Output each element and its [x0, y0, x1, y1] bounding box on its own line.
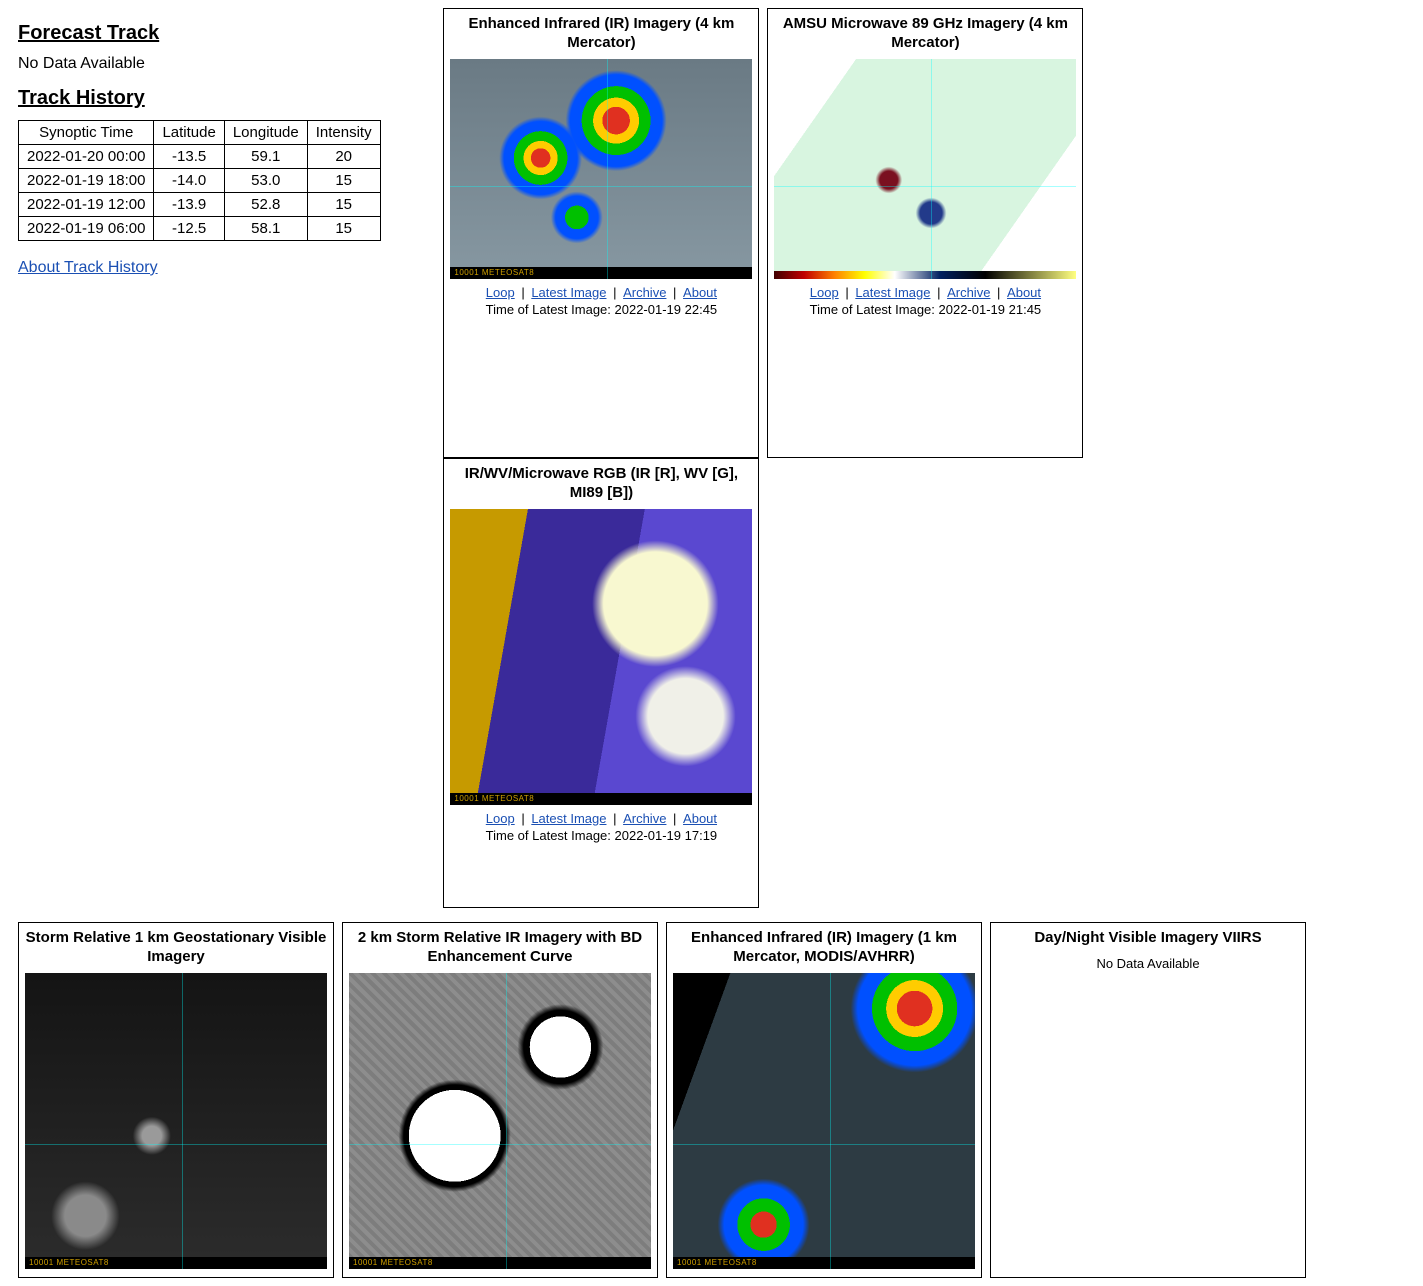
- about-track-history-link[interactable]: About Track History: [18, 259, 158, 277]
- forecast-track-nodata: No Data Available: [18, 55, 443, 73]
- archive-link[interactable]: Archive: [947, 285, 990, 300]
- imagery-row-1: Enhanced Infrared (IR) Imagery (4 km Mer…: [443, 8, 1405, 908]
- panel-links: Loop | Latest Image | Archive | About: [450, 811, 752, 826]
- table-cell: -12.5: [154, 217, 224, 241]
- panel-links: Loop | Latest Image | Archive | About: [450, 285, 752, 300]
- table-cell: -14.0: [154, 169, 224, 193]
- latest-image-link[interactable]: Latest Image: [531, 285, 606, 300]
- imagery-panel: Day/Night Visible Imagery VIIRS No Data A…: [990, 922, 1306, 1278]
- panel-title: IR/WV/Microwave RGB (IR [R], WV [G], MI8…: [450, 465, 752, 503]
- table-cell: 20: [307, 145, 380, 169]
- imagery-panel: AMSU Microwave 89 GHz Imagery (4 km Merc…: [767, 8, 1083, 458]
- satellite-image[interactable]: 10001 METEOSAT8: [450, 59, 752, 279]
- satellite-image[interactable]: 10001 METEOSAT8: [673, 973, 975, 1269]
- panel-latest-time: Time of Latest Image: 2022-01-19 22:45: [450, 302, 752, 317]
- panel-title: AMSU Microwave 89 GHz Imagery (4 km Merc…: [774, 15, 1076, 53]
- table-cell: 15: [307, 169, 380, 193]
- track-col-header: Intensity: [307, 121, 380, 145]
- latest-image-link[interactable]: Latest Image: [531, 811, 606, 826]
- table-cell: 58.1: [224, 217, 307, 241]
- table-cell: 2022-01-19 06:00: [19, 217, 154, 241]
- about-link[interactable]: About: [683, 811, 717, 826]
- track-history-table: Synoptic TimeLatitudeLongitudeIntensity …: [18, 120, 381, 241]
- table-cell: -13.5: [154, 145, 224, 169]
- panel-title: Day/Night Visible Imagery VIIRS: [997, 929, 1299, 948]
- track-col-header: Synoptic Time: [19, 121, 154, 145]
- track-col-header: Longitude: [224, 121, 307, 145]
- table-cell: 52.8: [224, 193, 307, 217]
- panel-title: 2 km Storm Relative IR Imagery with BD E…: [349, 929, 651, 967]
- panel-latest-time: Time of Latest Image: 2022-01-19 17:19: [450, 828, 752, 843]
- satellite-image[interactable]: 10001 METEOSAT8: [25, 973, 327, 1269]
- panel-title: Enhanced Infrared (IR) Imagery (4 km Mer…: [450, 15, 752, 53]
- track-sidebar: Forecast Track No Data Available Track H…: [18, 8, 443, 277]
- panel-latest-time: Time of Latest Image: 2022-01-19 21:45: [774, 302, 1076, 317]
- loop-link[interactable]: Loop: [486, 811, 515, 826]
- imagery-panel: Enhanced Infrared (IR) Imagery (4 km Mer…: [443, 8, 759, 458]
- panel-title: Enhanced Infrared (IR) Imagery (1 km Mer…: [673, 929, 975, 967]
- panel-links: Loop | Latest Image | Archive | About: [774, 285, 1076, 300]
- imagery-panel: 2 km Storm Relative IR Imagery with BD E…: [342, 922, 658, 1278]
- table-cell: 2022-01-20 00:00: [19, 145, 154, 169]
- panel-nodata: No Data Available: [997, 956, 1299, 971]
- forecast-track-heading: Forecast Track: [18, 22, 443, 45]
- track-history-heading: Track History: [18, 87, 443, 110]
- table-cell: 15: [307, 193, 380, 217]
- table-row: 2022-01-19 12:00-13.952.815: [19, 193, 381, 217]
- table-cell: 53.0: [224, 169, 307, 193]
- table-cell: 2022-01-19 12:00: [19, 193, 154, 217]
- imagery-panel: Enhanced Infrared (IR) Imagery (1 km Mer…: [666, 922, 982, 1278]
- table-row: 2022-01-20 00:00-13.559.120: [19, 145, 381, 169]
- table-row: 2022-01-19 06:00-12.558.115: [19, 217, 381, 241]
- imagery-panel: Storm Relative 1 km Geostationary Visibl…: [18, 922, 334, 1278]
- imagery-row-2: Storm Relative 1 km Geostationary Visibl…: [18, 922, 1405, 1278]
- panel-title: Storm Relative 1 km Geostationary Visibl…: [25, 929, 327, 967]
- table-cell: 2022-01-19 18:00: [19, 169, 154, 193]
- track-col-header: Latitude: [154, 121, 224, 145]
- table-row: 2022-01-19 18:00-14.053.015: [19, 169, 381, 193]
- satellite-image[interactable]: 10001 METEOSAT8: [450, 509, 752, 805]
- archive-link[interactable]: Archive: [623, 811, 666, 826]
- archive-link[interactable]: Archive: [623, 285, 666, 300]
- table-cell: 15: [307, 217, 380, 241]
- satellite-image[interactable]: [774, 59, 1076, 279]
- about-link[interactable]: About: [1007, 285, 1041, 300]
- latest-image-link[interactable]: Latest Image: [855, 285, 930, 300]
- loop-link[interactable]: Loop: [810, 285, 839, 300]
- about-link[interactable]: About: [683, 285, 717, 300]
- table-cell: -13.9: [154, 193, 224, 217]
- table-cell: 59.1: [224, 145, 307, 169]
- loop-link[interactable]: Loop: [486, 285, 515, 300]
- satellite-image[interactable]: 10001 METEOSAT8: [349, 973, 651, 1269]
